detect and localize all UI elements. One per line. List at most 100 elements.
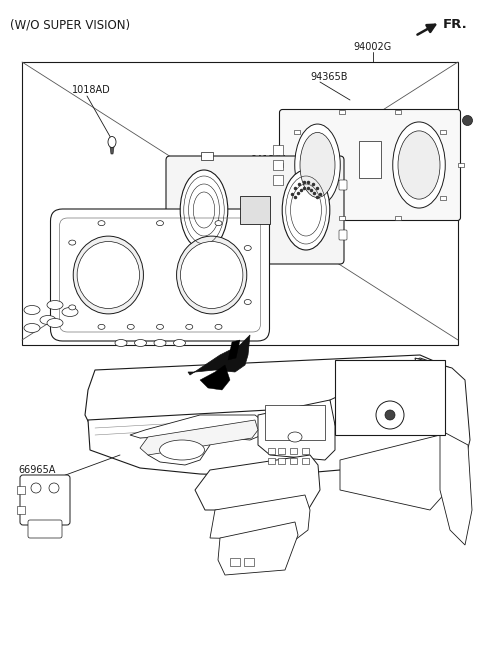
Ellipse shape xyxy=(282,170,330,250)
FancyBboxPatch shape xyxy=(268,448,275,454)
FancyBboxPatch shape xyxy=(290,458,297,464)
Ellipse shape xyxy=(215,220,222,226)
Text: 94365B: 94365B xyxy=(310,72,348,82)
Ellipse shape xyxy=(398,131,440,199)
Text: 94360D: 94360D xyxy=(68,242,106,252)
Polygon shape xyxy=(218,522,298,575)
FancyBboxPatch shape xyxy=(294,195,300,199)
Ellipse shape xyxy=(24,323,40,333)
Ellipse shape xyxy=(115,340,127,346)
FancyBboxPatch shape xyxy=(28,520,62,538)
FancyBboxPatch shape xyxy=(294,131,300,134)
FancyBboxPatch shape xyxy=(273,175,283,185)
Ellipse shape xyxy=(393,122,445,208)
FancyBboxPatch shape xyxy=(290,448,297,454)
Ellipse shape xyxy=(288,432,302,442)
FancyBboxPatch shape xyxy=(20,475,70,525)
FancyBboxPatch shape xyxy=(273,145,283,155)
FancyBboxPatch shape xyxy=(440,195,446,199)
FancyBboxPatch shape xyxy=(268,458,275,464)
Polygon shape xyxy=(110,147,114,154)
Text: 94120A: 94120A xyxy=(250,155,288,165)
FancyBboxPatch shape xyxy=(457,163,464,167)
FancyBboxPatch shape xyxy=(279,110,460,220)
Ellipse shape xyxy=(47,300,63,310)
FancyBboxPatch shape xyxy=(230,558,240,566)
FancyBboxPatch shape xyxy=(440,131,446,134)
Polygon shape xyxy=(200,365,230,390)
Polygon shape xyxy=(258,400,335,460)
Text: 66965A: 66965A xyxy=(18,465,55,475)
Polygon shape xyxy=(148,435,210,465)
Polygon shape xyxy=(210,495,310,540)
Ellipse shape xyxy=(300,133,335,197)
Text: 94002G: 94002G xyxy=(353,42,391,52)
Ellipse shape xyxy=(159,440,204,460)
FancyBboxPatch shape xyxy=(278,458,285,464)
Ellipse shape xyxy=(73,236,144,314)
Ellipse shape xyxy=(156,324,164,329)
Ellipse shape xyxy=(295,124,340,206)
Ellipse shape xyxy=(244,300,251,304)
Text: 1018AD: 1018AD xyxy=(72,85,111,95)
Ellipse shape xyxy=(69,240,76,245)
Ellipse shape xyxy=(180,241,243,308)
Ellipse shape xyxy=(24,306,40,314)
FancyBboxPatch shape xyxy=(276,163,283,167)
FancyBboxPatch shape xyxy=(395,216,401,220)
Ellipse shape xyxy=(244,245,251,251)
Polygon shape xyxy=(330,358,452,435)
FancyBboxPatch shape xyxy=(339,216,345,220)
Ellipse shape xyxy=(47,319,63,327)
Text: FR.: FR. xyxy=(443,18,468,31)
FancyBboxPatch shape xyxy=(339,230,347,240)
Ellipse shape xyxy=(77,241,140,308)
Polygon shape xyxy=(440,430,472,545)
Text: (W/O SUPER VISION): (W/O SUPER VISION) xyxy=(10,18,130,31)
FancyBboxPatch shape xyxy=(17,506,25,514)
Polygon shape xyxy=(22,62,458,345)
Ellipse shape xyxy=(215,324,222,329)
Polygon shape xyxy=(340,435,452,510)
FancyBboxPatch shape xyxy=(240,196,270,224)
FancyBboxPatch shape xyxy=(395,110,401,114)
Text: 1339CC: 1339CC xyxy=(350,368,391,378)
Ellipse shape xyxy=(177,236,247,314)
FancyBboxPatch shape xyxy=(273,160,283,170)
Polygon shape xyxy=(140,420,258,455)
FancyBboxPatch shape xyxy=(339,180,347,190)
FancyBboxPatch shape xyxy=(335,360,445,435)
Polygon shape xyxy=(85,355,450,445)
FancyBboxPatch shape xyxy=(50,209,269,341)
Ellipse shape xyxy=(127,324,134,329)
Ellipse shape xyxy=(108,136,116,148)
Ellipse shape xyxy=(62,308,78,316)
Ellipse shape xyxy=(154,340,166,346)
Circle shape xyxy=(463,115,472,125)
FancyBboxPatch shape xyxy=(166,156,344,264)
Ellipse shape xyxy=(134,340,146,346)
Polygon shape xyxy=(195,455,320,510)
Circle shape xyxy=(385,410,395,420)
Ellipse shape xyxy=(180,170,228,250)
FancyBboxPatch shape xyxy=(17,486,25,494)
FancyBboxPatch shape xyxy=(244,558,254,566)
Ellipse shape xyxy=(384,377,406,393)
Ellipse shape xyxy=(156,220,164,226)
Ellipse shape xyxy=(40,316,56,325)
Polygon shape xyxy=(130,415,268,440)
FancyBboxPatch shape xyxy=(339,110,345,114)
Polygon shape xyxy=(415,358,470,480)
FancyBboxPatch shape xyxy=(278,448,285,454)
Ellipse shape xyxy=(98,324,105,329)
Ellipse shape xyxy=(186,324,193,329)
FancyBboxPatch shape xyxy=(201,152,213,160)
Polygon shape xyxy=(88,400,452,476)
Polygon shape xyxy=(188,335,250,375)
FancyBboxPatch shape xyxy=(302,448,309,454)
FancyBboxPatch shape xyxy=(359,142,382,178)
Ellipse shape xyxy=(69,305,76,310)
Ellipse shape xyxy=(98,220,105,226)
FancyBboxPatch shape xyxy=(265,405,325,440)
Ellipse shape xyxy=(173,340,185,346)
